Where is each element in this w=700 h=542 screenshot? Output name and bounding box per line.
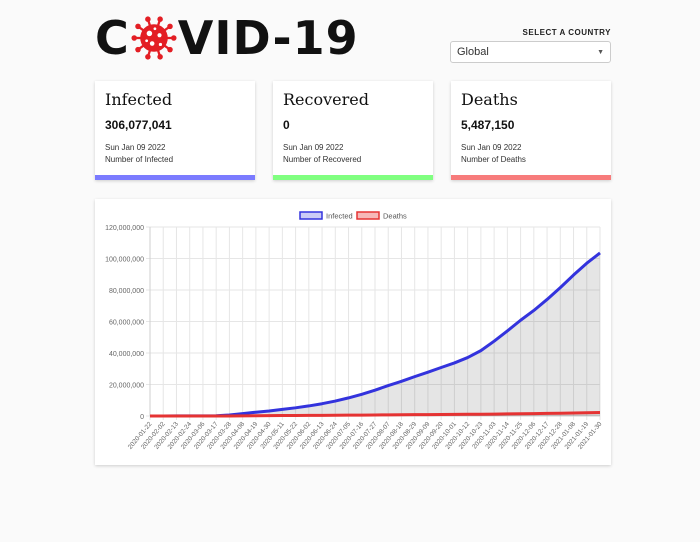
chevron-down-icon: ▼ xyxy=(597,48,604,56)
legend-swatch xyxy=(356,211,380,220)
card-accent-bar xyxy=(451,175,611,180)
legend-label: Deaths xyxy=(383,212,407,221)
y-tick-label: 80,000,000 xyxy=(109,288,144,295)
infected-area xyxy=(150,252,600,416)
card-date: Sun Jan 09 2022 xyxy=(461,143,522,152)
y-tick-label: 20,000,000 xyxy=(109,383,144,390)
logo-text: VID-19 xyxy=(177,11,359,65)
legend-swatch xyxy=(299,211,323,220)
y-tick-label: 0 xyxy=(140,414,144,421)
y-tick-label: 40,000,000 xyxy=(109,351,144,358)
country-select[interactable]: Global ▼ xyxy=(450,41,611,63)
card-date: Sun Jan 09 2022 xyxy=(283,143,344,152)
chart-card: 0 20,000,000 40,000,000 60,000,000 80,000,00… xyxy=(95,199,611,465)
card-description: Number of Deaths xyxy=(461,155,526,164)
card-description: Number of Recovered xyxy=(283,155,362,164)
card-value: 0 xyxy=(283,118,290,132)
country-value: Global xyxy=(457,46,489,58)
y-tick-label: 120,000,000 xyxy=(105,225,144,232)
infected-card: Infected 306,077,041 Sun Jan 09 2022 Num… xyxy=(95,81,255,180)
virus-icon xyxy=(131,16,177,60)
deaths-line xyxy=(149,410,601,418)
deaths-card: Deaths 5,487,150 Sun Jan 09 2022 Number … xyxy=(451,81,611,180)
card-accent-bar xyxy=(95,175,255,180)
y-tick-label: 60,000,000 xyxy=(109,320,144,327)
card-accent-bar xyxy=(273,175,433,180)
card-date: Sun Jan 09 2022 xyxy=(105,143,166,152)
card-description: Number of Infected xyxy=(105,155,174,164)
card-title: Infected xyxy=(105,90,173,109)
country-selector: SELECT A COUNTRY Global ▼ xyxy=(450,28,611,63)
legend-label: Infected xyxy=(326,212,353,221)
y-tick-label: 100,000,000 xyxy=(105,257,144,264)
card-value: 306,077,041 xyxy=(105,118,172,132)
card-title: Deaths xyxy=(461,90,518,109)
recovered-card: Recovered 0 Sun Jan 09 2022 Number of Re… xyxy=(273,81,433,180)
app-logo: C VID-19 xyxy=(95,11,359,65)
cases-line-chart: 0 20,000,000 40,000,000 60,000,000 80,000,00… xyxy=(105,211,604,451)
logo-letter-c: C xyxy=(95,11,130,65)
card-title: Recovered xyxy=(283,90,369,109)
country-label: SELECT A COUNTRY xyxy=(522,28,611,37)
card-value: 5,487,150 xyxy=(461,118,515,132)
